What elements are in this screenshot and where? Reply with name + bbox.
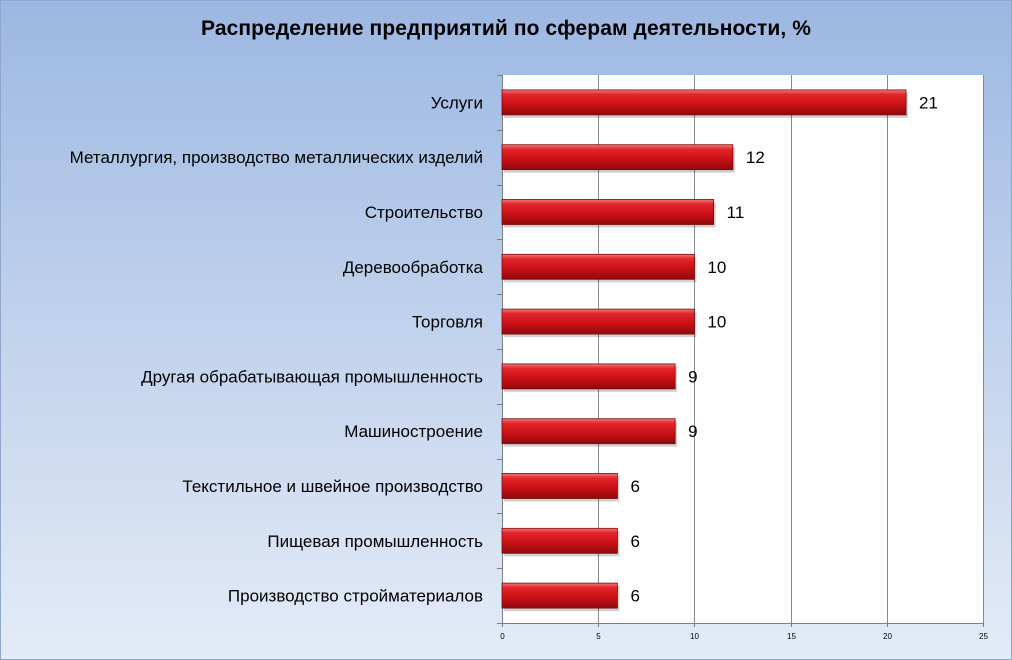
chart-title: Распределение предприятий по сферам деят… bbox=[201, 17, 811, 40]
category-label: Другая обрабатывающая промышленность bbox=[141, 367, 483, 386]
bar bbox=[501, 89, 907, 116]
category-label: Пищевая промышленность bbox=[267, 532, 483, 551]
x-tick-label: 20 bbox=[883, 632, 892, 641]
category-label: Деревообработка bbox=[343, 258, 484, 277]
bar bbox=[501, 527, 618, 554]
category-label: Торговля bbox=[412, 313, 483, 332]
bar bbox=[501, 253, 695, 280]
bar bbox=[501, 418, 676, 445]
x-tick-label: 15 bbox=[787, 632, 796, 641]
category-label: Услуги bbox=[431, 93, 483, 112]
bar bbox=[501, 308, 695, 335]
category-label: Строительство bbox=[365, 203, 483, 222]
data-label: 6 bbox=[630, 587, 639, 606]
category-labels: Услуги Металлургия, производство металлич… bbox=[70, 93, 484, 605]
data-labels: 21 12 11 10 10 9 9 6 6 6 bbox=[630, 93, 938, 605]
bar bbox=[501, 144, 734, 171]
data-label: 11 bbox=[727, 203, 745, 222]
data-label: 12 bbox=[746, 148, 765, 167]
data-label: 10 bbox=[707, 313, 726, 332]
bar bbox=[501, 473, 618, 499]
x-tick-label: 10 bbox=[690, 632, 699, 641]
data-label: 9 bbox=[688, 422, 697, 441]
bar bbox=[501, 363, 676, 390]
x-tick-label: 5 bbox=[596, 632, 601, 641]
bar bbox=[501, 582, 618, 609]
category-label: Текстильное и швейное производство bbox=[182, 477, 483, 496]
bars bbox=[501, 89, 909, 612]
x-tick-label: 0 bbox=[500, 632, 505, 641]
data-label: 6 bbox=[630, 532, 639, 551]
bar bbox=[501, 199, 715, 225]
category-label: Металлургия, производство металлических … bbox=[70, 148, 483, 167]
data-label: 21 bbox=[919, 93, 938, 112]
x-tick-label: 25 bbox=[979, 632, 988, 641]
category-label: Производство стройматериалов bbox=[228, 587, 483, 606]
data-label: 6 bbox=[630, 477, 639, 496]
data-label: 10 bbox=[707, 258, 726, 277]
category-label: Машиностроение bbox=[344, 422, 483, 441]
x-tick-labels: 0 5 10 15 20 25 bbox=[500, 632, 988, 641]
data-label: 9 bbox=[688, 367, 697, 386]
